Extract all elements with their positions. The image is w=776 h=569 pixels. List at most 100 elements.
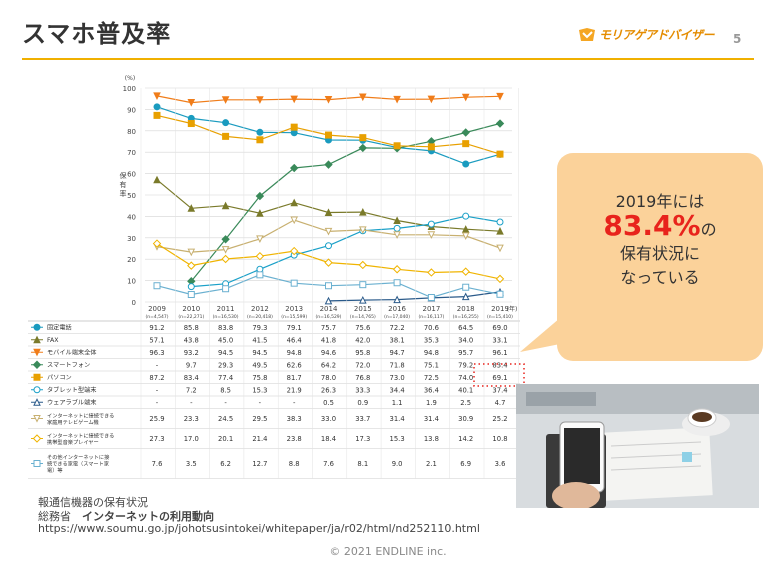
table-cell-value: 3.5 xyxy=(186,460,197,468)
table-cell-value: 3.6 xyxy=(495,460,506,468)
series-line xyxy=(190,122,501,282)
data-point xyxy=(496,218,504,226)
table-cell-value: 78.0 xyxy=(321,374,336,382)
table-row-name: タブレット型端末 xyxy=(47,386,97,394)
table-cell-value: 0.5 xyxy=(323,399,334,407)
table-row-name: ウェアラブル端末 xyxy=(47,398,97,406)
data-point xyxy=(153,175,161,184)
table-row-name: 家庭用テレビゲーム機 xyxy=(47,418,99,426)
data-point xyxy=(461,292,470,301)
table-cell-value: 94.5 xyxy=(218,349,233,357)
legend-marker xyxy=(33,398,41,406)
table-cell-value: 41.5 xyxy=(252,336,267,344)
table-cell-value: - xyxy=(224,399,227,407)
table-row-name: パソコン xyxy=(47,374,72,381)
table-cell-value: 75.7 xyxy=(321,324,336,332)
data-point xyxy=(427,294,435,302)
table-cell-value: 33.3 xyxy=(355,386,370,394)
table-cell-value: 7.6 xyxy=(152,460,163,468)
data-point xyxy=(359,281,367,289)
table-cell-value: 6.9 xyxy=(460,460,471,468)
slide-title: スマホ普及率 xyxy=(22,20,172,48)
data-point xyxy=(325,242,332,250)
data-point xyxy=(393,224,401,232)
data-point xyxy=(324,296,333,305)
table-cell-value: 8.5 xyxy=(220,386,231,394)
data-point xyxy=(461,232,470,240)
x-tick-label: 2013 xyxy=(285,305,303,313)
source-url[interactable]: https://www.soumu.go.jp/johotsusintokei/… xyxy=(38,522,480,535)
table-cell-value: 0.9 xyxy=(357,399,368,407)
data-point xyxy=(325,131,332,139)
data-point xyxy=(256,209,264,217)
y-tick-label: 60 xyxy=(127,171,136,179)
table-row-name: インターネットに接続できる xyxy=(47,431,114,439)
table-cell-value: 15.3 xyxy=(390,435,405,443)
table-row-name: その他インターネットに接 xyxy=(47,453,109,461)
table-cell-value: 76.8 xyxy=(355,374,370,382)
callout-line1: 2019年には xyxy=(615,192,705,211)
table-row-name: インターネットに接続できる xyxy=(47,411,114,419)
data-point xyxy=(462,212,470,220)
data-point xyxy=(187,261,196,270)
callout-line2: 83.4%の xyxy=(557,212,763,242)
data-point xyxy=(496,92,504,101)
photo-illustration xyxy=(516,384,759,508)
table-cell-value: 9.7 xyxy=(186,361,197,369)
table-cell-value: 36.4 xyxy=(424,386,439,394)
callout-text: 2019年には 83.4%の 保有状況に なっている xyxy=(557,190,763,290)
data-point xyxy=(358,295,367,304)
data-point xyxy=(221,254,230,264)
table-cell-value: 85.8 xyxy=(184,324,199,332)
table-cell-value: 62.6 xyxy=(287,361,302,369)
x-tick-sample-size: (n=16,529) xyxy=(316,314,342,320)
x-tick-sample-size: (n=15,410) xyxy=(487,314,513,320)
data-point xyxy=(153,103,161,111)
legend-marker xyxy=(33,460,41,467)
data-point xyxy=(427,231,436,239)
table-cell-value: 95.8 xyxy=(355,349,370,357)
data-point xyxy=(393,142,401,150)
x-tick-label: 2017 xyxy=(422,305,440,313)
x-tick-label: 2014 xyxy=(320,305,338,313)
table-cell-value: 7.2 xyxy=(186,386,197,394)
table-cell-value: 79.3 xyxy=(252,324,267,332)
data-point xyxy=(496,244,504,253)
table-cell-value: 79.1 xyxy=(287,324,302,332)
legend-marker xyxy=(33,323,41,331)
data-point xyxy=(153,92,161,101)
table-row-name: スマートフォン xyxy=(47,362,90,369)
data-point xyxy=(358,93,367,102)
table-cell-value: 2.1 xyxy=(426,460,437,468)
y-tick-label: 80 xyxy=(127,128,136,136)
table-cell-value: 25.2 xyxy=(492,415,507,423)
table-cell-value: 73.0 xyxy=(390,374,405,382)
logo-text: モリアゲアドバイザー xyxy=(599,28,715,42)
table-cell-value: 34.0 xyxy=(458,336,473,344)
data-point xyxy=(358,208,367,216)
table-cell-value: 27.3 xyxy=(149,435,164,443)
series-line xyxy=(191,215,501,288)
data-point xyxy=(393,231,401,239)
data-point xyxy=(290,123,298,131)
table-cell-value: - xyxy=(190,399,193,407)
y-tick-label: 90 xyxy=(127,106,136,114)
table-cell-value: 26.3 xyxy=(321,386,336,394)
data-point xyxy=(152,239,162,248)
x-tick-label: 2015 xyxy=(354,305,372,313)
data-point xyxy=(358,260,368,270)
series-line xyxy=(156,179,501,232)
table-cell-value: 79.2 xyxy=(458,361,473,369)
y-tick-label: 20 xyxy=(127,256,136,264)
x-tick-label: 2016 xyxy=(388,305,406,313)
table-cell-value: 34.4 xyxy=(390,386,405,394)
data-point xyxy=(325,282,332,290)
data-point xyxy=(289,246,299,256)
source-caption: 報通信機器の保有状況 xyxy=(38,496,148,509)
data-point xyxy=(187,99,196,107)
data-point xyxy=(153,111,161,119)
table-cell-value: - xyxy=(156,386,159,394)
data-point xyxy=(256,271,264,279)
table-cell-value: 38.3 xyxy=(287,415,302,423)
